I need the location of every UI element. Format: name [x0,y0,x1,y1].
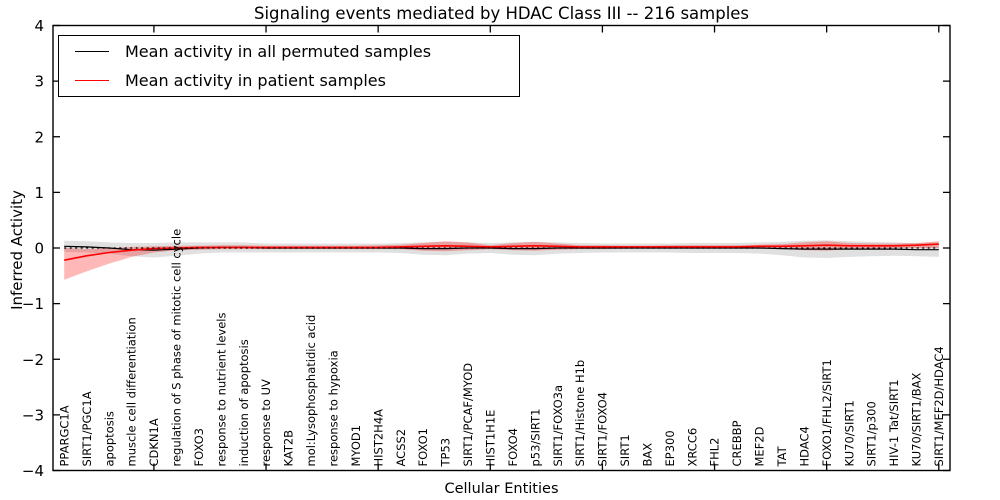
y-tick-label: 3 [34,73,44,91]
x-category-label: SIRT1/MEF2D/HDAC4 [932,346,946,466]
x-category-label: KU70/SIRT1 [842,400,856,466]
x-category-label: response to hypoxia [327,350,341,466]
x-category-label: p53/SIRT1 [528,409,542,467]
legend-label-permuted: Mean activity in all permuted samples [125,42,432,61]
legend-label-patient: Mean activity in patient samples [125,71,386,90]
x-category-label: SIRT1 [618,434,632,466]
x-category-label: SIRT1/PGC1A [80,391,94,466]
x-category-label: HDAC4 [797,426,811,466]
x-category-label: FHL2 [708,438,722,467]
x-category-label: SIRT1/Histone H1b [573,360,587,467]
x-category-label: PPARGC1A [57,405,71,466]
permuted-samples-range-band [64,240,939,258]
x-category-label: response to nutrient levels [214,313,228,467]
x-category-label: SIRT1/p300 [865,401,879,466]
y-tick-label: 0 [34,240,44,258]
x-category-label: MYOD1 [349,425,363,467]
y-tick-label: 2 [34,128,44,146]
x-category-label: MEF2D [753,426,767,466]
x-category-label: KAT2B [282,430,296,467]
legend-entry-permuted: Mean activity in all permuted samples [59,38,519,65]
x-category-label: KU70/SIRT1/BAX [910,373,924,467]
patient-line-sample [75,80,109,81]
x-category-label: FOXO1 [416,428,430,466]
y-tick-label: 1 [34,184,44,202]
series-mean-activity-in-patient-samples [64,243,939,261]
x-category-label: HIST2H4A [371,409,385,467]
y-tick-label: 4 [34,17,44,35]
x-category-label: FOXO1/FHL2/SIRT1 [820,359,834,466]
x-category-label: HIST1H1E [483,410,497,467]
x-category-label: apoptosis [102,411,116,466]
x-category-label: FOXO4 [506,428,520,466]
x-category-label: BAX [640,443,654,467]
x-category-label: XRCC6 [685,428,699,467]
x-category-label: TP53 [439,438,453,468]
legend-entry-patient: Mean activity in patient samples [59,67,519,94]
permuted-line-sample [75,51,109,52]
x-category-label: ACSS2 [394,429,408,467]
y-tick-label: −2 [22,351,44,369]
x-category-label: CREBBP [730,420,744,466]
x-category-label: CDKN1A [147,418,161,466]
x-axis-label: Cellular Entities [444,481,559,497]
chart-title: Signaling events mediated by HDAC Class … [253,4,750,23]
x-category-label: mol:Lysophosphatidic acid [304,315,318,467]
x-category-label: EP300 [663,430,677,466]
x-category-label: muscle cell differentiation [125,317,139,466]
x-category-label: SIRT1/FOXO3a [551,385,565,467]
x-category-label: response to UV [259,379,273,467]
x-category-label: HIV-1 Tat/SIRT1 [887,379,901,466]
x-category-label: SIRT1/FOXO4 [596,392,610,467]
x-category-label: induction of apoptosis [237,339,251,466]
y-tick-label: −4 [22,462,44,480]
x-category-label: SIRT1/PCAF/MYOD [461,363,475,467]
x-category-label: TAT [775,445,789,467]
legend-box: Mean activity in all permuted samples Me… [58,35,520,97]
x-category-label: regulation of S phase of mitotic cell cy… [170,229,184,467]
y-tick-label: −3 [22,406,44,424]
x-category-label: FOXO3 [192,428,206,466]
y-tick-label: −1 [22,295,44,313]
